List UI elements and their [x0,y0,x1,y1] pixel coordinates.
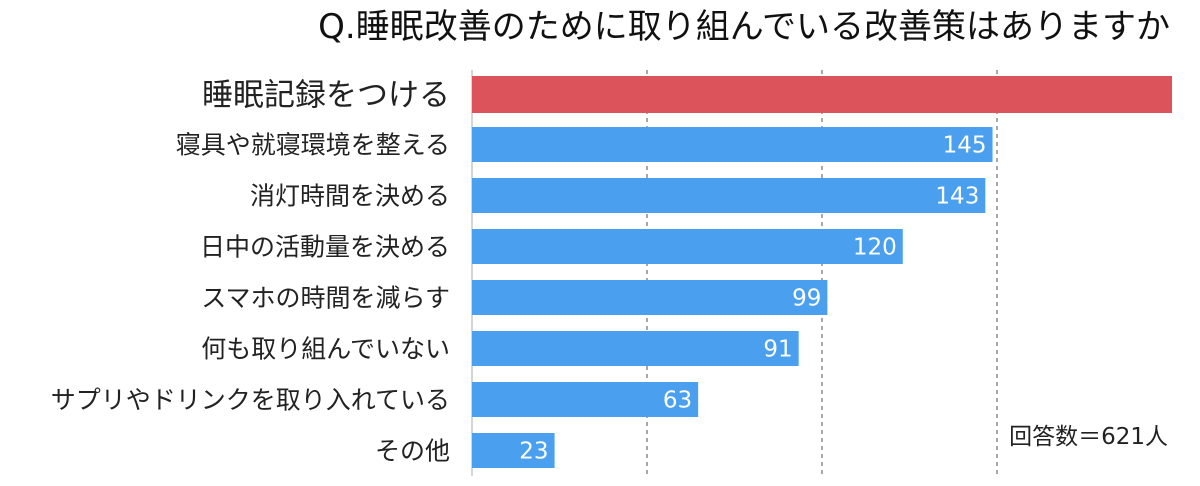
category-label-highlight: 睡眠記録をつける [202,78,450,114]
chart-title: Q.睡眠改善のために取り組んでいる改善策はありますか [318,7,1170,47]
category-labels: 睡眠記録をつける寝具や就寝環境を整える消灯時間を決める日中の活動量を決めるスマホ… [51,78,450,466]
bar [472,433,555,468]
bar-value-label: 143 [935,184,979,210]
bar-value-label: 63 [663,388,692,414]
bar-value-label: 99 [792,286,821,312]
category-label: その他 [375,437,450,466]
category-label: スマホの時間を減らす [201,284,450,313]
bar [472,331,799,366]
bar [472,382,699,417]
category-label: 寝具や就寝環境を整える [176,131,450,160]
bar-value-label: 145 [943,133,987,159]
bar [472,127,993,162]
category-label: サプリやドリンクを取り入れている [51,386,450,415]
category-label: 日中の活動量を決める [200,233,450,262]
bar [472,178,986,213]
category-label: 消灯時間を決める [250,182,450,211]
bar-highlight [472,76,1172,113]
bar [472,280,828,315]
category-label: 何も取り組んでいない [201,335,450,364]
bar-value-label: 23 [519,439,548,465]
bar-value-label: 120 [853,235,897,261]
bar-value-label: 91 [763,337,792,363]
respondent-count-note: 回答数＝621人 [1009,424,1168,450]
bar [472,229,903,264]
